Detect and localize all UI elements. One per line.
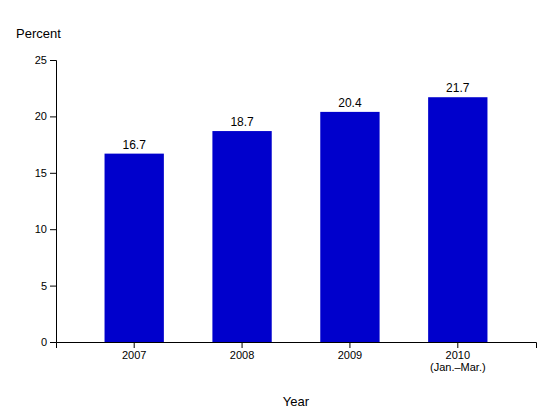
y-tick: 10 [35, 223, 56, 235]
x-axis-line [57, 343, 537, 349]
y-tick: 20 [35, 110, 56, 122]
x-tick-label: 2007 [122, 349, 146, 361]
y-tick: 15 [35, 167, 56, 179]
x-axis-title: Year [283, 394, 310, 409]
y-tick-mark [50, 60, 56, 61]
y-tick-mark [50, 116, 56, 117]
y-tick-label: 10 [35, 223, 47, 235]
y-tick-label: 20 [35, 110, 47, 122]
y-tick: 25 [35, 54, 56, 66]
x-tick-label-line: 2008 [230, 349, 254, 361]
x-tick-label: 2009 [338, 349, 362, 361]
x-tick-mark [242, 342, 243, 348]
x-tick: 2009 [338, 342, 362, 361]
x-tick-label-line: 2009 [338, 349, 362, 361]
bar [320, 112, 379, 342]
bars [105, 97, 488, 342]
x-tick-label-line: 2010 [446, 349, 470, 361]
data-label: 21.7 [446, 81, 470, 95]
y-tick-mark [50, 342, 56, 343]
x-tick-mark [457, 342, 458, 348]
x-tick: 2007 [122, 342, 146, 361]
x-tick-mark [349, 342, 350, 348]
plot-area: 0 5 10 15 20 25 2007 2008 2009 2010(Jan.–Mar.) 16.… [35, 54, 537, 373]
y-tick-label: 25 [35, 54, 47, 66]
y-tick-mark [50, 229, 56, 230]
y-tick-label: 5 [41, 280, 47, 292]
chart-svg: 0 5 10 15 20 25 2007 2008 2009 2010(Jan.–Mar.) 16.… [0, 0, 560, 420]
y-tick-mark [50, 173, 56, 174]
bar [105, 154, 164, 342]
x-tick-label: 2008 [230, 349, 254, 361]
y-axis-line [50, 61, 57, 343]
data-labels: 16.7 18.7 20.4 21.7 [123, 81, 470, 151]
y-tick-mark [50, 286, 56, 287]
x-tick: 2010(Jan.–Mar.) [430, 342, 486, 373]
data-label: 16.7 [123, 138, 147, 152]
x-axis: 2007 2008 2009 2010(Jan.–Mar.) [57, 342, 537, 373]
x-tick: 2008 [230, 342, 254, 361]
y-tick-label: 0 [41, 336, 47, 348]
y-axis: 0 5 10 15 20 25 [35, 54, 57, 348]
y-tick-label: 15 [35, 167, 47, 179]
y-tick: 0 [41, 336, 56, 348]
data-label: 20.4 [338, 96, 362, 110]
x-tick-label: 2010(Jan.–Mar.) [430, 349, 486, 374]
bar [212, 131, 271, 342]
y-tick: 5 [41, 280, 56, 292]
bar [428, 97, 487, 342]
x-tick-label-line: 2007 [122, 349, 146, 361]
data-label: 18.7 [230, 115, 254, 129]
x-tick-mark [134, 342, 135, 348]
x-tick-label-line: (Jan.–Mar.) [430, 361, 486, 373]
y-axis-title: Percent [16, 26, 61, 41]
